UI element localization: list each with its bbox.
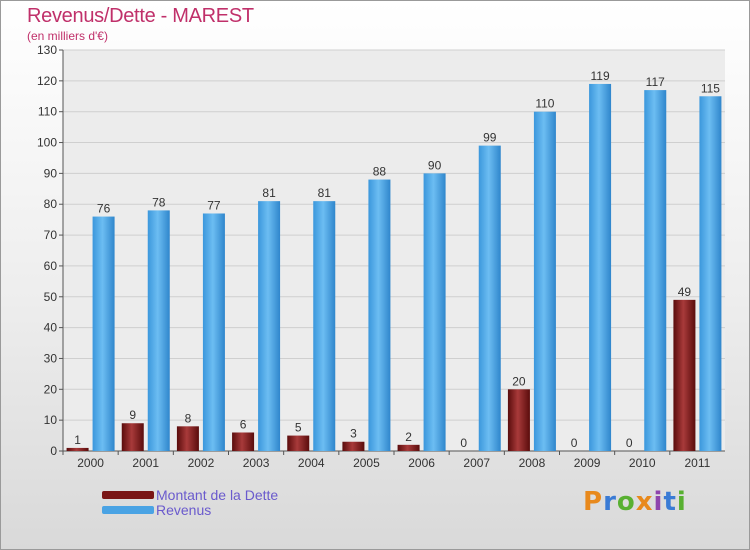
bar-revenus: [313, 201, 336, 451]
data-label-revenus: 88: [373, 165, 387, 179]
y-tick-label: 40: [44, 321, 58, 335]
data-label-dette: 2: [405, 430, 412, 444]
y-tick-label: 130: [37, 43, 57, 57]
data-label-revenus: 78: [152, 195, 166, 209]
x-tick-label: 2005: [353, 456, 380, 470]
data-label-dette: 20: [512, 374, 526, 388]
x-tick-label: 2011: [685, 456, 711, 470]
chart-title: Revenus/Dette - MAREST: [27, 5, 254, 27]
bar-revenus: [533, 111, 556, 451]
data-label-dette: 0: [571, 436, 578, 450]
data-label-dette: 0: [460, 436, 467, 450]
y-tick-label: 60: [44, 259, 58, 273]
data-label-revenus: 99: [483, 131, 497, 145]
y-tick-label: 120: [37, 74, 57, 88]
data-label-revenus: 77: [207, 198, 221, 212]
data-label-dette: 9: [129, 408, 136, 422]
y-tick-label: 0: [50, 444, 57, 458]
bar-revenus: [368, 179, 391, 452]
y-tick-label: 30: [44, 351, 58, 365]
legend-swatch-debt: [102, 491, 154, 499]
logo-letter: P: [583, 487, 604, 517]
y-tick-label: 70: [44, 228, 58, 242]
x-tick-label: 2006: [408, 456, 435, 470]
data-label-revenus: 119: [591, 69, 610, 83]
data-label-dette: 0: [626, 436, 633, 450]
x-tick-label: 2004: [298, 456, 325, 470]
x-tick-label: 2000: [77, 456, 104, 470]
x-tick-label: 2003: [243, 456, 270, 470]
data-label-dette: 49: [678, 285, 692, 299]
data-label-revenus: 110: [535, 97, 554, 111]
legend-label-revenus: Revenus: [156, 502, 212, 518]
data-label-revenus: 81: [318, 186, 332, 200]
logo-letter: r: [603, 487, 617, 517]
bar-dette: [121, 423, 144, 451]
bar-revenus: [699, 96, 722, 452]
logo-letter: o: [616, 487, 636, 517]
bar-dette: [287, 435, 310, 451]
y-tick-label: 90: [44, 166, 58, 180]
bar-dette: [673, 299, 696, 451]
bar-revenus: [258, 201, 281, 451]
logo-letter: i: [676, 487, 687, 517]
y-tick-label: 110: [38, 105, 57, 119]
bar-dette: [232, 432, 255, 451]
bar-dette: [397, 444, 420, 451]
data-label-dette: 1: [74, 433, 81, 447]
y-tick-label: 100: [37, 136, 57, 150]
bar-revenus: [644, 90, 667, 451]
data-label-revenus: 115: [701, 81, 720, 95]
bar-dette: [342, 441, 365, 451]
data-label-dette: 6: [240, 417, 247, 431]
x-tick-label: 2001: [132, 456, 159, 470]
x-tick-label: 2010: [629, 456, 656, 470]
x-tick-label: 2002: [188, 456, 215, 470]
x-tick-label: 2007: [463, 456, 490, 470]
bar-revenus: [202, 213, 225, 451]
bar-dette: [176, 426, 199, 451]
bar-dette: [507, 389, 530, 451]
data-label-revenus: 117: [646, 75, 665, 89]
bar-dette: [66, 447, 89, 451]
bar-revenus: [589, 83, 612, 451]
logo-letter: t: [663, 487, 677, 517]
data-label-revenus: 90: [428, 158, 442, 172]
legend-label-debt: Montant de la Dette: [156, 487, 279, 503]
data-label-dette: 3: [350, 427, 357, 441]
data-label-revenus: 76: [97, 202, 111, 216]
x-tick-label: 2008: [519, 456, 546, 470]
y-tick-label: 10: [44, 413, 58, 427]
bar-revenus: [423, 173, 446, 451]
plot-area: [63, 50, 725, 451]
y-tick-label: 20: [44, 382, 58, 396]
chart-subtitle: (en milliers d'€): [27, 29, 108, 43]
logo-letter: i: [653, 487, 664, 517]
bar-revenus: [147, 210, 170, 451]
x-tick-label: 2009: [574, 456, 601, 470]
y-tick-label: 50: [44, 290, 58, 304]
data-label-revenus: 81: [262, 186, 276, 200]
y-tick-label: 80: [44, 197, 58, 211]
data-label-dette: 5: [295, 421, 302, 435]
data-label-dette: 8: [185, 411, 192, 425]
logo-letter: x: [635, 487, 654, 517]
bar-revenus: [478, 145, 501, 451]
proxiti-logo: Proxiti: [583, 487, 687, 517]
bar-revenus: [92, 216, 115, 451]
legend-swatch-revenus: [102, 506, 154, 514]
